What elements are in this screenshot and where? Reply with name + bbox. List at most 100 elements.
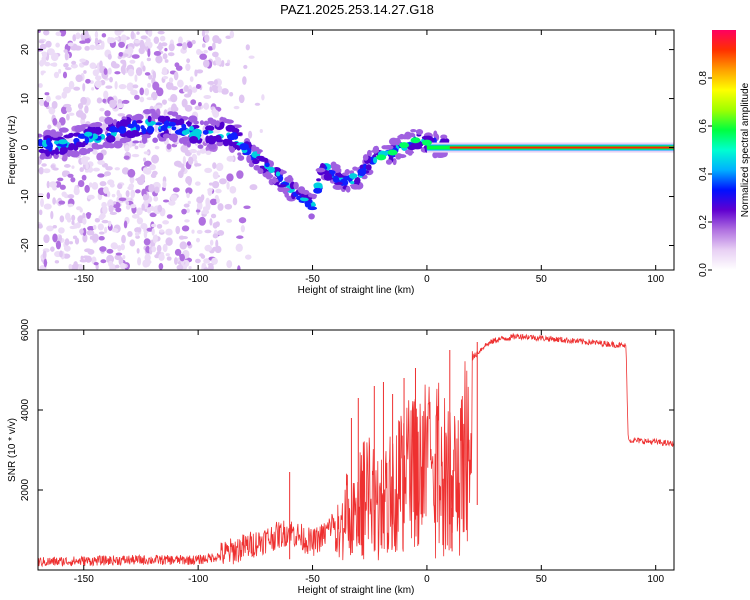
noise-cell [162, 243, 168, 253]
noise-cell [128, 183, 135, 189]
noise-cell [103, 90, 109, 100]
noise-cell [248, 55, 255, 59]
noise-cell [142, 157, 147, 162]
noise-cell [82, 233, 88, 243]
noise-cell [127, 230, 133, 237]
noise-cell [175, 225, 181, 235]
noise-cell [74, 237, 80, 245]
noise-cell [157, 204, 163, 213]
ridge-cell [320, 162, 325, 169]
ridge-cell [93, 127, 103, 135]
noise-cell [162, 180, 167, 189]
noise-cell [156, 223, 163, 229]
ridge-cell [293, 181, 299, 190]
noise-cell [80, 112, 87, 120]
noise-cell [215, 162, 224, 172]
noise-cell [114, 71, 121, 75]
noise-cell [107, 37, 116, 44]
noise-cell [183, 93, 192, 98]
noise-cell [86, 230, 95, 236]
ridge-cell [216, 140, 224, 147]
noise-cell [147, 30, 153, 37]
snr-y-tick-label: 2000 [20, 478, 31, 501]
ridge-cell [340, 178, 348, 184]
noise-cell [189, 76, 194, 82]
noise-cell [73, 261, 78, 268]
noise-cell [130, 189, 136, 199]
ridge-cell [237, 152, 242, 156]
noise-cell [92, 69, 100, 77]
noise-cell [77, 179, 85, 188]
ridge-cell [189, 125, 195, 131]
noise-cell [134, 94, 140, 100]
noise-cell [144, 259, 151, 268]
transition-knot [410, 137, 421, 144]
noise-cell [68, 80, 75, 90]
ridge-cell [162, 133, 171, 139]
noise-cell [125, 204, 131, 210]
ridge-cell [307, 206, 318, 211]
noise-cell [109, 100, 117, 109]
noise-cell [185, 187, 193, 195]
ridge-cell [84, 136, 90, 144]
noise-cell [176, 43, 183, 47]
noise-cell [79, 40, 87, 44]
noise-cell [104, 110, 111, 117]
noise-cell [211, 110, 218, 114]
noise-cell [187, 156, 194, 165]
noise-cell [151, 228, 155, 236]
ridge-cell [90, 122, 101, 128]
snr-y-tick-label: 4000 [20, 398, 31, 421]
ridge-cell [178, 118, 185, 126]
noise-cell [174, 248, 182, 256]
noise-cell [52, 225, 57, 229]
noise-cell [161, 42, 168, 47]
ridge-cell [119, 119, 128, 127]
noise-cell [83, 62, 89, 66]
noise-cell [126, 82, 134, 92]
ridge-cell [54, 147, 59, 155]
noise-cell [207, 81, 216, 85]
noise-cell [149, 212, 157, 218]
noise-cell [186, 241, 192, 246]
noise-cell [179, 253, 186, 262]
spectrogram-y-label: Frequency (Hz) [7, 116, 18, 185]
noise-cell [247, 130, 253, 139]
noise-cell [119, 30, 124, 33]
noise-cell [135, 67, 143, 76]
noise-cell [57, 122, 62, 130]
noise-cell [70, 177, 76, 183]
noise-cell [55, 240, 61, 250]
noise-cell [170, 86, 178, 91]
noise-cell [139, 96, 145, 103]
ridge-cell [226, 133, 237, 141]
ridge-cell [189, 136, 199, 144]
noise-cell [219, 178, 227, 185]
ridge-cell [277, 184, 287, 188]
ridge-cell [105, 135, 116, 143]
noise-cell [127, 168, 136, 178]
ridge-cell [171, 126, 177, 131]
noise-cell [195, 237, 201, 243]
noise-cell [174, 257, 178, 265]
noise-cell [221, 60, 225, 68]
ridge-cell [202, 129, 209, 135]
noise-cell [38, 223, 43, 229]
noise-cell [114, 37, 120, 41]
ridge-cell [46, 137, 51, 146]
noise-cell [237, 265, 241, 270]
ridge-cell [178, 137, 185, 144]
noise-cell [51, 62, 58, 67]
colorbar-tick-label: 0.2 [698, 215, 709, 229]
ridge-cell [284, 192, 290, 198]
noise-cell [144, 87, 150, 96]
noise-cell [79, 58, 86, 63]
noise-cell [78, 264, 84, 270]
noise-cell [106, 248, 114, 254]
noise-cell [102, 205, 108, 215]
ridge-cell [133, 113, 144, 121]
ridge-cell [108, 143, 115, 149]
spectrogram-x-label: Height of straight line (km) [298, 285, 415, 296]
noise-cell [87, 225, 95, 231]
noise-cell [68, 112, 75, 116]
